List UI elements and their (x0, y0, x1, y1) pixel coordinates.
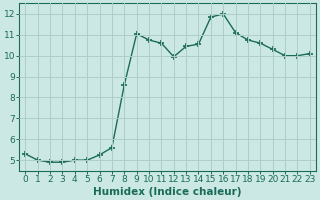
X-axis label: Humidex (Indice chaleur): Humidex (Indice chaleur) (93, 187, 242, 197)
